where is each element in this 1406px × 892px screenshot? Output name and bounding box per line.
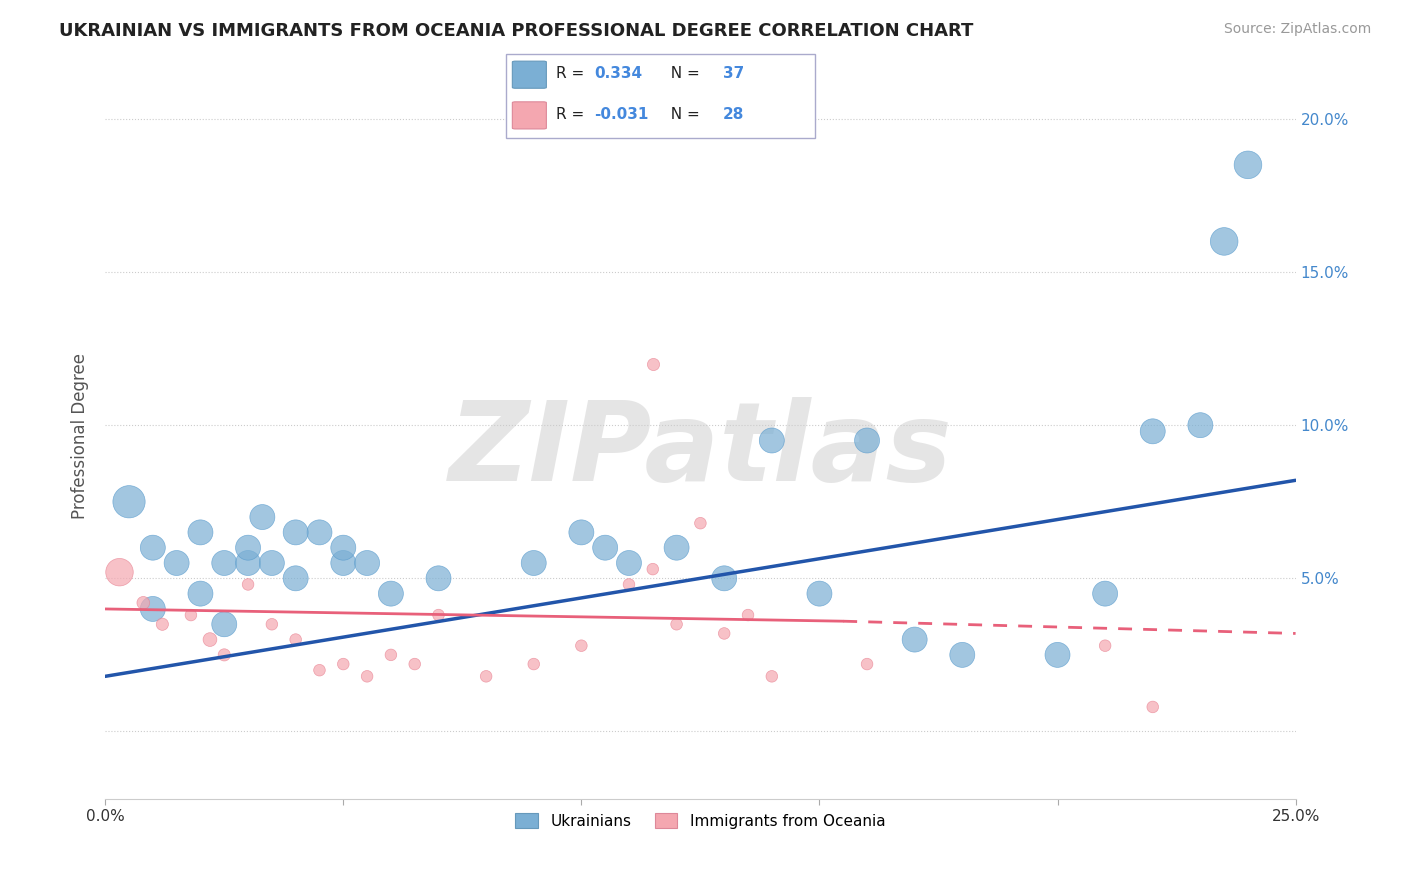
Point: [356, 556, 378, 570]
Point: [356, 669, 378, 683]
Point: [1046, 648, 1069, 662]
Point: [761, 669, 783, 683]
Point: [523, 556, 546, 570]
Point: [569, 525, 592, 540]
Point: [523, 657, 546, 671]
FancyBboxPatch shape: [506, 54, 815, 138]
Point: [808, 587, 831, 601]
Text: UKRAINIAN VS IMMIGRANTS FROM OCEANIA PROFESSIONAL DEGREE CORRELATION CHART: UKRAINIAN VS IMMIGRANTS FROM OCEANIA PRO…: [59, 22, 973, 40]
Point: [1213, 235, 1236, 249]
Point: [252, 510, 274, 524]
Text: 0.334: 0.334: [595, 66, 643, 81]
Point: [380, 587, 402, 601]
Point: [180, 608, 202, 623]
Point: [641, 357, 664, 371]
Point: [132, 596, 155, 610]
Point: [212, 556, 235, 570]
Point: [713, 626, 735, 640]
Point: [198, 632, 221, 647]
Text: Source: ZipAtlas.com: Source: ZipAtlas.com: [1223, 22, 1371, 37]
Text: N =: N =: [661, 107, 704, 122]
Point: [737, 608, 759, 623]
Point: [142, 602, 165, 616]
Point: [236, 541, 259, 555]
Point: [427, 608, 450, 623]
Point: [1094, 587, 1116, 601]
Point: [689, 516, 711, 531]
Point: [284, 571, 307, 585]
Text: -0.031: -0.031: [595, 107, 648, 122]
Point: [1237, 158, 1260, 172]
FancyBboxPatch shape: [512, 62, 547, 88]
Point: [284, 525, 307, 540]
Point: [212, 617, 235, 632]
Point: [236, 556, 259, 570]
Point: [308, 525, 330, 540]
Point: [332, 541, 354, 555]
Point: [380, 648, 402, 662]
Point: [166, 556, 188, 570]
Point: [236, 577, 259, 591]
Point: [617, 556, 640, 570]
Point: [569, 639, 592, 653]
Legend: Ukrainians, Immigrants from Oceania: Ukrainians, Immigrants from Oceania: [509, 806, 891, 835]
Point: [118, 495, 141, 509]
Point: [665, 541, 688, 555]
Point: [761, 434, 783, 448]
Text: N =: N =: [661, 66, 704, 81]
Point: [404, 657, 426, 671]
Point: [950, 648, 973, 662]
Text: R =: R =: [555, 107, 589, 122]
Point: [190, 525, 212, 540]
FancyBboxPatch shape: [512, 102, 547, 129]
Point: [260, 556, 283, 570]
Point: [713, 571, 735, 585]
Point: [150, 617, 173, 632]
Point: [1142, 700, 1164, 714]
Point: [1094, 639, 1116, 653]
Point: [190, 587, 212, 601]
Point: [212, 648, 235, 662]
Point: [108, 565, 131, 579]
Point: [856, 434, 879, 448]
Point: [856, 657, 879, 671]
Point: [427, 571, 450, 585]
Point: [641, 562, 664, 576]
Point: [332, 556, 354, 570]
Text: R =: R =: [555, 66, 589, 81]
Text: 28: 28: [723, 107, 744, 122]
Point: [665, 617, 688, 632]
Point: [284, 632, 307, 647]
Point: [904, 632, 927, 647]
Point: [475, 669, 498, 683]
Point: [617, 577, 640, 591]
Text: ZIPatlas: ZIPatlas: [449, 397, 952, 504]
Y-axis label: Professional Degree: Professional Degree: [72, 353, 89, 519]
Point: [260, 617, 283, 632]
Point: [1142, 425, 1164, 439]
Point: [142, 541, 165, 555]
Text: 37: 37: [723, 66, 744, 81]
Point: [1189, 418, 1212, 433]
Point: [593, 541, 616, 555]
Point: [332, 657, 354, 671]
Point: [308, 663, 330, 677]
